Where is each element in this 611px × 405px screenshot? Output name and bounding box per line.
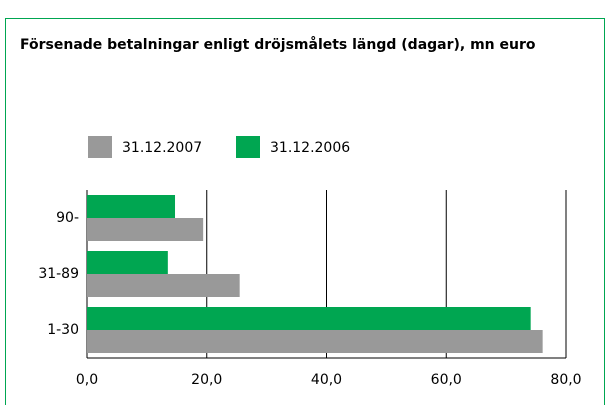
legend-swatch <box>88 136 112 158</box>
bar <box>87 251 168 274</box>
x-tick-label: 60,0 <box>431 372 462 388</box>
y-tick-label: 31-89 <box>38 266 79 282</box>
bar <box>87 218 204 241</box>
bar <box>87 195 176 218</box>
chart-title: Försenade betalningar enligt dröjsmålets… <box>20 36 536 53</box>
legend-swatch <box>236 136 260 158</box>
y-tick-label: 1-30 <box>47 322 79 338</box>
frame <box>5 18 605 405</box>
bar <box>87 307 531 330</box>
x-tick-label: 40,0 <box>311 372 342 388</box>
legend-label: 31.12.2006 <box>270 140 350 156</box>
x-tick-label: 0,0 <box>76 372 98 388</box>
bar <box>87 330 543 353</box>
bar <box>87 274 240 297</box>
x-tick-label: 80,0 <box>550 372 581 388</box>
y-tick-label: 90- <box>56 210 79 226</box>
x-tick-label: 20,0 <box>191 372 222 388</box>
legend-label: 31.12.2007 <box>122 140 202 156</box>
